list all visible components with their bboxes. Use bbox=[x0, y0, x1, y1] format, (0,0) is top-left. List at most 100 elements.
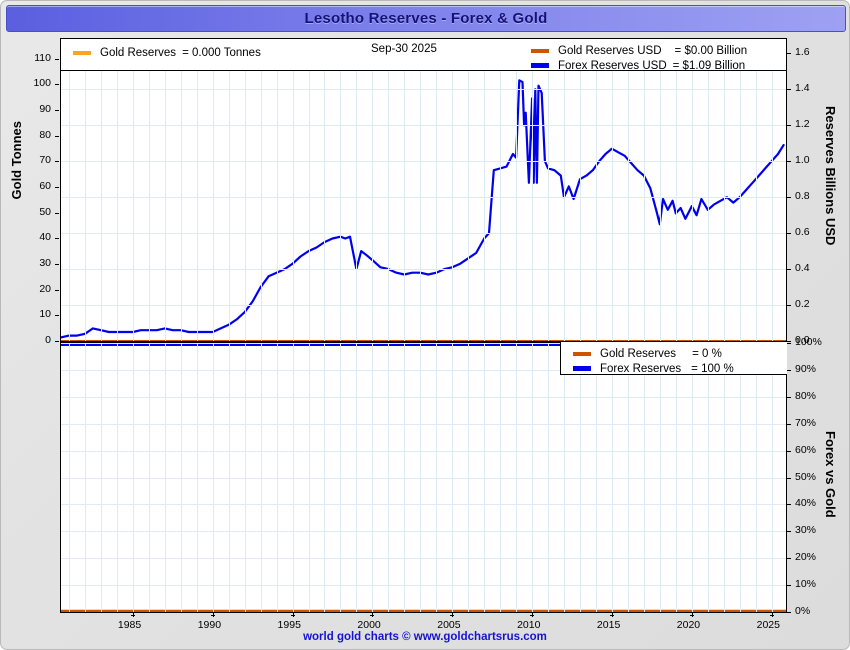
y-right2-tick: 10% bbox=[795, 578, 817, 591]
legend-item-forex-share: Forex Reserves = 100 % bbox=[573, 361, 734, 376]
share-plot-panel bbox=[60, 342, 787, 613]
y-left-tickmark bbox=[55, 84, 59, 86]
y-right2-tick: 60% bbox=[795, 443, 817, 456]
y-left-tick: 10 bbox=[39, 308, 51, 321]
gridline-vertical bbox=[659, 39, 661, 341]
y-right-tickmark bbox=[787, 233, 791, 235]
legend-value: = $0.00 Billion bbox=[674, 44, 748, 57]
y-left-tickmark bbox=[55, 263, 59, 265]
gridline-horizontal bbox=[61, 343, 786, 344]
gridline-vertical bbox=[595, 39, 597, 341]
y-right2-tick: 50% bbox=[795, 470, 817, 483]
gridline-horizontal bbox=[61, 305, 786, 307]
x-tickmark bbox=[532, 613, 534, 617]
y-left-tick: 30 bbox=[39, 256, 51, 269]
gridline-vertical bbox=[611, 39, 613, 341]
y-right2-tick: 30% bbox=[795, 524, 817, 537]
gridline-horizontal bbox=[61, 585, 786, 587]
gridline-horizontal bbox=[61, 450, 786, 452]
lower-gridlines bbox=[61, 343, 786, 612]
x-tick: 1990 bbox=[197, 619, 222, 631]
top-legend: Gold Reserves = 0.000 Tonnes Gold Reserv… bbox=[60, 38, 787, 72]
y-right-tick: 0.2 bbox=[795, 298, 810, 311]
window-title-bar: Lesotho Reserves - Forex & Gold bbox=[6, 5, 846, 32]
gridline-vertical bbox=[244, 39, 246, 341]
y-right-tickmark bbox=[787, 89, 791, 91]
gridline-vertical bbox=[260, 39, 262, 341]
x-tick: 2005 bbox=[437, 619, 461, 631]
legend-value: = 0.000 Tonnes bbox=[182, 46, 261, 59]
y-axis-right-title: Reserves Billions USD bbox=[823, 106, 838, 246]
gridline-vertical bbox=[292, 39, 294, 341]
x-tick: 2020 bbox=[676, 619, 701, 631]
y-right-tick: 1.4 bbox=[795, 82, 810, 95]
y-left-tickmark bbox=[55, 341, 59, 342]
y-right2-tickmark bbox=[787, 612, 791, 613]
gridline-vertical bbox=[643, 39, 645, 341]
legend-value: = $1.09 Billion bbox=[672, 59, 746, 72]
y-right2-tickmark bbox=[787, 423, 791, 425]
reserves-plot-panel bbox=[60, 38, 787, 342]
gridline-vertical bbox=[308, 39, 310, 341]
gridline-vertical bbox=[755, 39, 757, 341]
y-right-tickmark bbox=[787, 161, 791, 163]
y-right2-tick: 80% bbox=[795, 389, 817, 402]
forex-usd-swatch bbox=[573, 366, 591, 371]
legend-label: Forex Reserves bbox=[600, 362, 682, 375]
gridline-horizontal bbox=[61, 233, 786, 235]
y-left-tick: 50 bbox=[39, 205, 51, 218]
reserves-series-canvas bbox=[61, 79, 786, 341]
gridline-vertical bbox=[196, 39, 198, 341]
forex-usd-line bbox=[61, 79, 785, 339]
gridline-vertical bbox=[723, 39, 725, 341]
gridline-horizontal bbox=[61, 504, 786, 506]
legend-label: Forex Reserves USD bbox=[558, 59, 667, 72]
x-tick: 2000 bbox=[357, 619, 381, 631]
gridline-vertical bbox=[771, 39, 773, 341]
x-tickmark bbox=[292, 613, 294, 617]
y-right2-tickmark bbox=[787, 531, 791, 533]
gold-usd-swatch bbox=[531, 48, 549, 53]
gridline-vertical bbox=[148, 39, 150, 341]
y-left-tickmark bbox=[55, 186, 59, 188]
footer-credit: world gold charts © www.goldchartsrus.co… bbox=[303, 631, 547, 643]
forex-usd-swatch bbox=[531, 63, 549, 68]
gridline-vertical bbox=[532, 39, 534, 341]
x-tickmark bbox=[212, 613, 214, 617]
y-right2-tick: 90% bbox=[795, 362, 817, 375]
gridline-horizontal bbox=[61, 396, 786, 398]
gridline-horizontal bbox=[61, 197, 786, 199]
x-tickmark bbox=[691, 613, 693, 617]
legend-value: = 0 % bbox=[692, 347, 722, 360]
gridline-vertical bbox=[579, 39, 581, 341]
x-tick: 1985 bbox=[117, 619, 142, 631]
y-right2-tickmark bbox=[787, 369, 791, 371]
x-tickmark bbox=[611, 613, 613, 617]
y-right2-tickmark bbox=[787, 585, 791, 587]
x-tickmark bbox=[132, 613, 134, 617]
gridline-vertical bbox=[356, 39, 358, 341]
gridline-vertical bbox=[436, 39, 438, 341]
y-right2-tickmark bbox=[787, 558, 791, 560]
x-tick: 1995 bbox=[277, 619, 301, 631]
y-left-tickmark bbox=[55, 161, 59, 163]
y-left-tickmark bbox=[55, 58, 59, 60]
legend-label: Gold Reserves bbox=[600, 347, 677, 360]
y-left-tickmark bbox=[55, 109, 59, 111]
gold-usd-swatch bbox=[573, 351, 591, 356]
y-left-tick: 70 bbox=[39, 154, 51, 167]
x-tickmark bbox=[372, 613, 374, 617]
gridline-vertical bbox=[548, 39, 550, 341]
y-left-tick: 20 bbox=[39, 282, 51, 295]
y-right-tick: 1.0 bbox=[795, 154, 810, 167]
y-left-tick: 0 bbox=[45, 334, 51, 346]
y-left-tickmark bbox=[55, 315, 59, 317]
gridline-vertical bbox=[324, 39, 326, 341]
y-left-tick: 100 bbox=[33, 77, 51, 90]
legend-label: Gold Reserves bbox=[100, 46, 177, 59]
y-right2-tick: 0% bbox=[795, 605, 811, 617]
y-right2-tickmark bbox=[787, 477, 791, 479]
gridline-vertical bbox=[228, 39, 230, 341]
gridline-vertical bbox=[500, 39, 502, 341]
